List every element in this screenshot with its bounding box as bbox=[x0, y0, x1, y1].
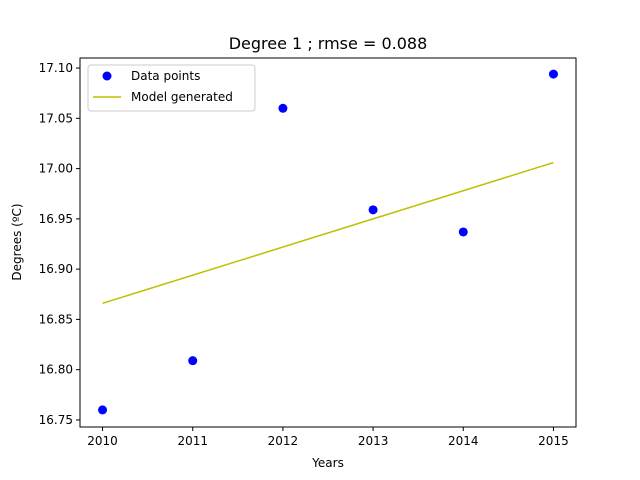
data-point bbox=[98, 405, 108, 415]
data-point bbox=[458, 227, 468, 237]
y-tick-label: 16.95 bbox=[39, 212, 73, 226]
legend-label: Model generated bbox=[131, 90, 233, 104]
x-tick-label: 2010 bbox=[87, 434, 118, 448]
axes-frame bbox=[79, 57, 577, 428]
y-tick-label: 16.85 bbox=[39, 312, 73, 326]
y-tick-label: 17.05 bbox=[39, 111, 73, 125]
y-tick-label: 16.80 bbox=[39, 363, 73, 377]
x-tick-label: 2015 bbox=[538, 434, 569, 448]
y-tick-label: 17.10 bbox=[39, 61, 73, 75]
legend: Data points Model generated bbox=[87, 64, 256, 112]
plot-area: 2010 2011 2012 2013 2014 2015 16.75 16.80 16.85 1… bbox=[39, 57, 577, 448]
data-point bbox=[188, 356, 198, 366]
y-tick-label: 16.90 bbox=[39, 262, 73, 276]
x-tick-label: 2012 bbox=[268, 434, 299, 448]
data-point bbox=[368, 205, 378, 215]
legend-box bbox=[87, 64, 256, 112]
legend-label: Data points bbox=[131, 69, 200, 83]
x-axis-label: Years bbox=[311, 456, 344, 470]
data-point bbox=[278, 103, 288, 113]
x-tick-label: 2013 bbox=[358, 434, 389, 448]
y-axis-label: Degrees (ºC) bbox=[10, 203, 24, 280]
x-tick-label: 2011 bbox=[177, 434, 208, 448]
y-tick-label: 16.75 bbox=[39, 413, 73, 427]
y-tick-label: 17.00 bbox=[39, 162, 73, 176]
data-point bbox=[548, 69, 558, 79]
chart-title: Degree 1 ; rmse = 0.088 bbox=[229, 34, 428, 53]
series-line-model bbox=[102, 161, 554, 305]
x-tick-label: 2014 bbox=[448, 434, 479, 448]
legend-marker-point bbox=[102, 71, 112, 81]
